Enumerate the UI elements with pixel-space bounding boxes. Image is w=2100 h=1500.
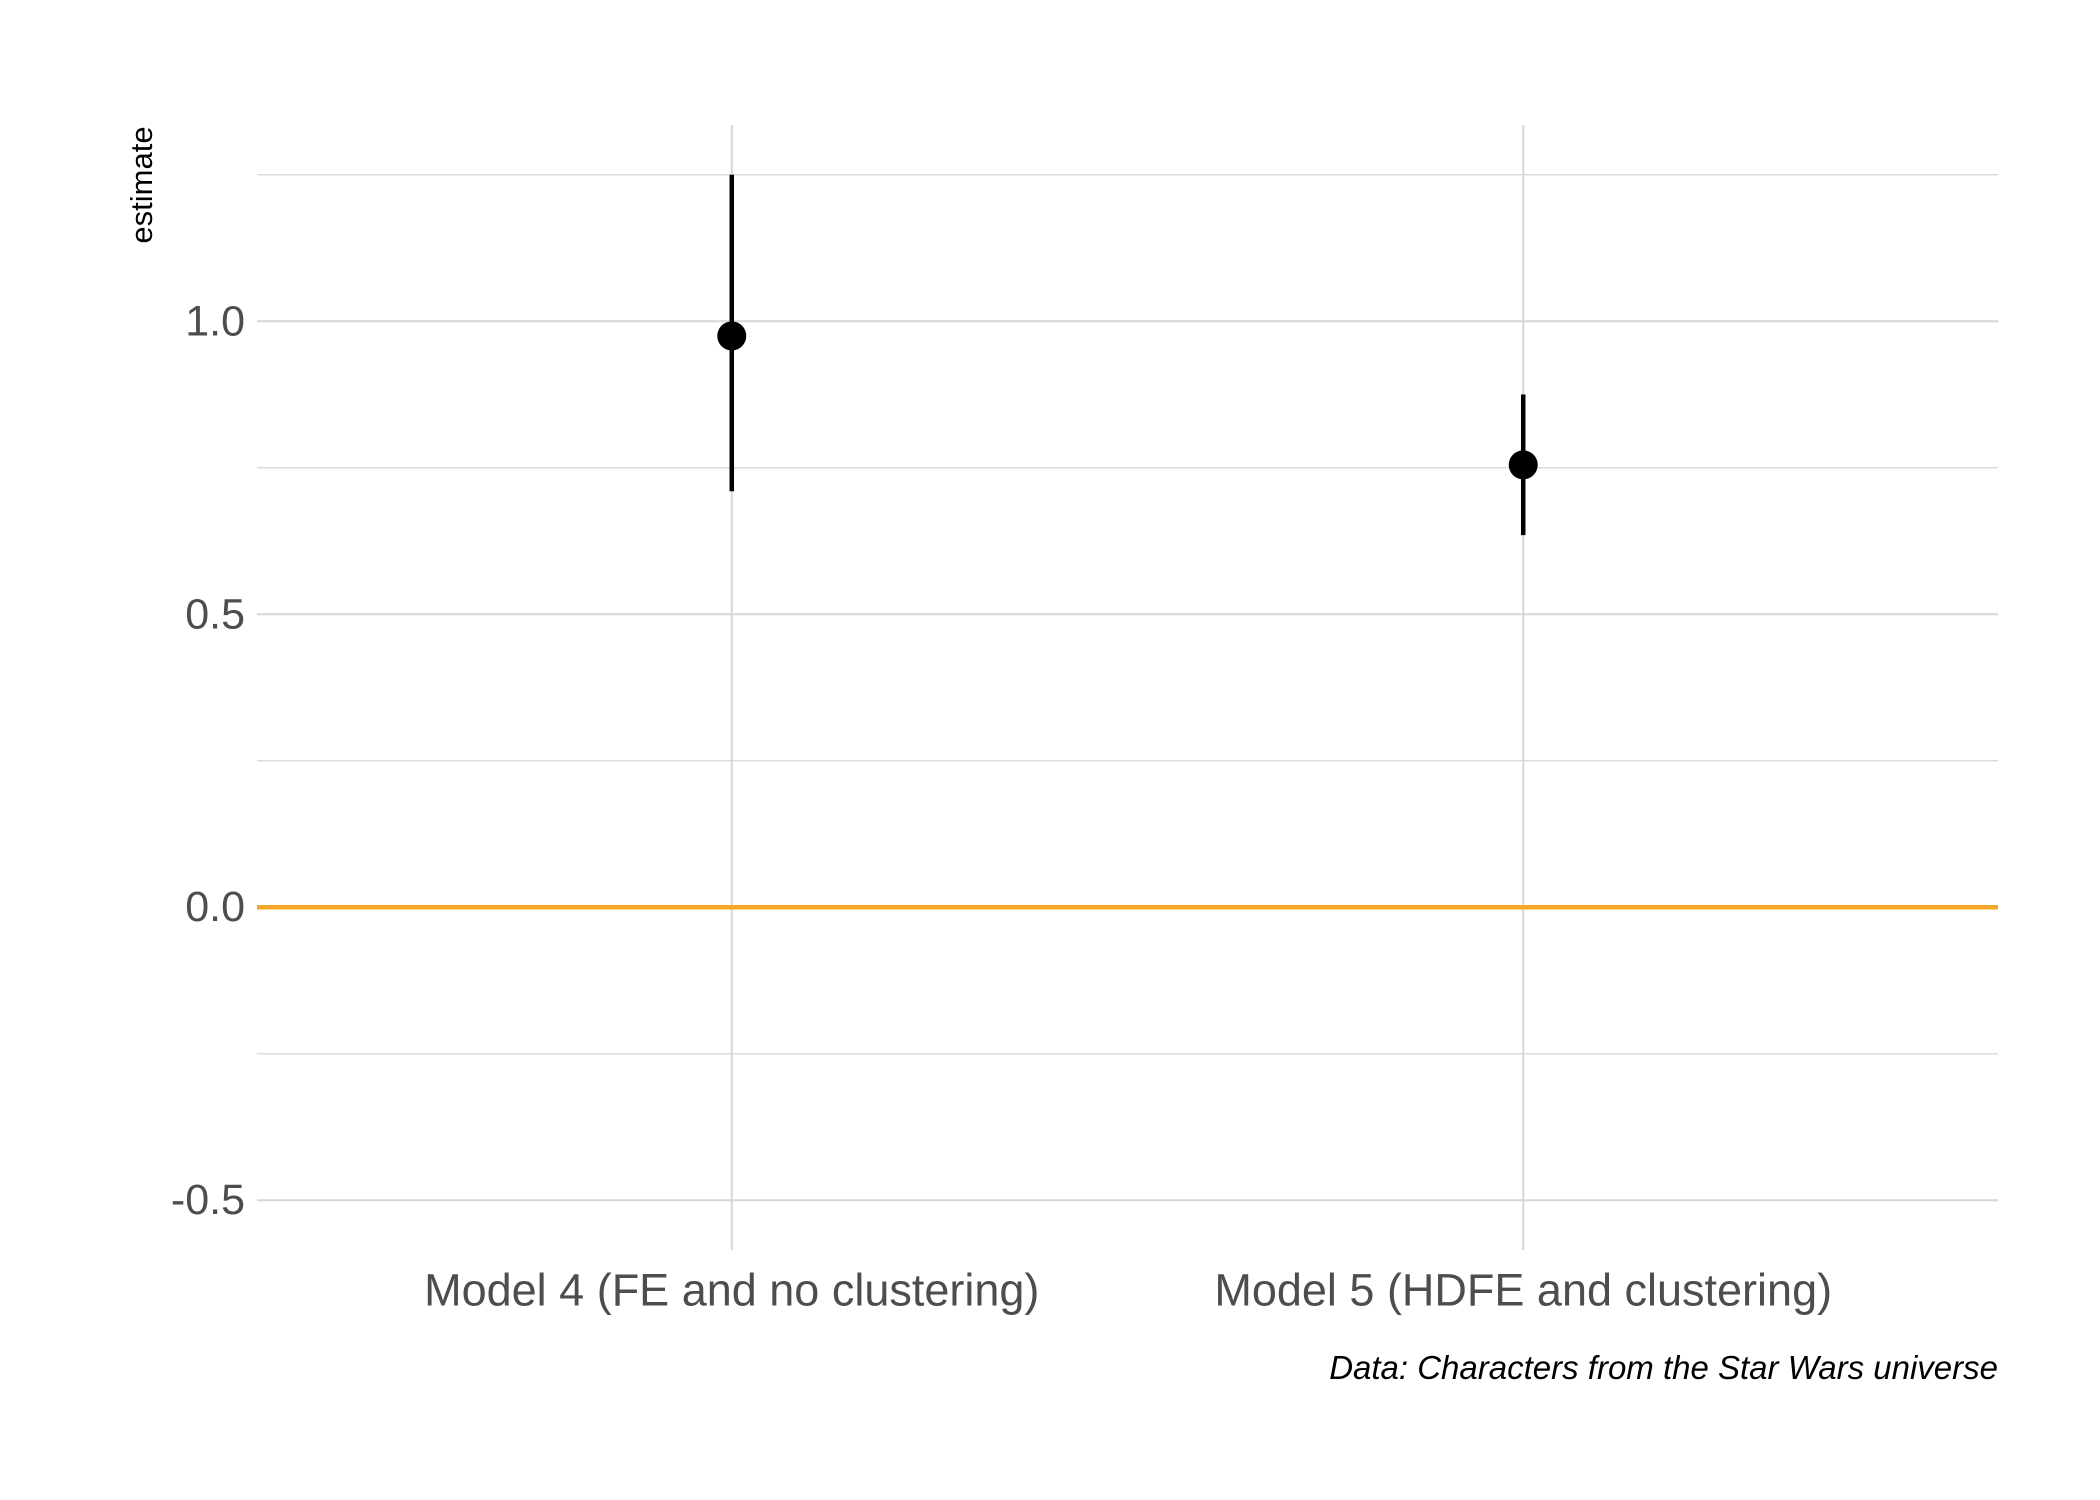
y-tick-label: 0.5 [185,590,245,638]
y-axis-title: estimate [124,126,159,243]
x-tick-label: Model 4 (FE and no clustering) [424,1265,1039,1316]
y-tick-label: 1.0 [185,297,245,345]
x-tick-label: Model 5 (HDFE and clustering) [1214,1265,1832,1316]
y-tick-label: -0.5 [171,1176,245,1224]
x-tick-labels: Model 4 (FE and no clustering) Model 5 (H… [424,1265,1832,1316]
y-tick-labels: -0.5 0.0 0.5 1.0 [171,297,245,1224]
data-marks [717,174,1538,536]
estimate-point-2 [1508,450,1538,480]
grid-lines [257,125,1998,1250]
estimate-point-1 [717,321,747,351]
chart-caption: Data: Characters from the Star Wars univ… [1329,1349,1998,1386]
y-tick-label: 0.0 [185,883,245,931]
